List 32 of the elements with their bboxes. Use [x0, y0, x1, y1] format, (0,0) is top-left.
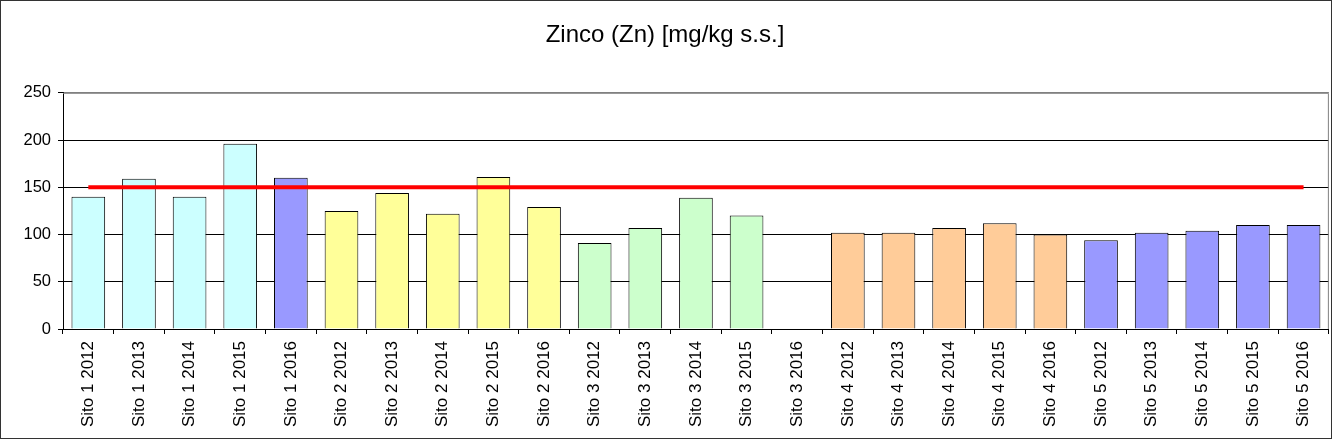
x-tick-label: Sito 4 2015	[989, 341, 1009, 428]
x-tick-label: Sito 4 2014	[938, 341, 958, 428]
x-tick-label: Sito 4 2016	[1040, 341, 1060, 428]
x-tick-label: Sito 4 2013	[888, 341, 908, 428]
x-tick-label: Sito 3 2013	[634, 341, 654, 428]
y-tick-label: 150	[23, 176, 51, 195]
x-tick-label: Sito 4 2012	[837, 341, 857, 428]
x-tick-label: Sito 2 2015	[483, 341, 503, 428]
y-tick-label: 250	[23, 82, 51, 101]
x-tick-label: Sito 5 2013	[1141, 341, 1161, 428]
y-tick-label: 50	[32, 271, 51, 290]
x-tick-label: Sito 3 2016	[786, 341, 806, 428]
x-tick-label: Sito 2 2012	[331, 341, 351, 428]
y-tick-label: 200	[23, 129, 51, 148]
x-tick-label: Sito 5 2014	[1191, 341, 1211, 428]
x-tick-label: Sito 1 2013	[128, 341, 148, 428]
x-tick-label: Sito 3 2015	[736, 341, 756, 428]
x-tick-label: Sito 2 2013	[381, 341, 401, 428]
x-tick-label: Sito 1 2015	[229, 341, 249, 428]
chart-title: Zinco (Zn) [mg/kg s.s.]	[545, 20, 785, 48]
x-tick-label: Sito 5 2012	[1090, 341, 1110, 428]
x-tick-label: Sito 5 2015	[1242, 341, 1262, 428]
x-tick-label: Sito 5 2016	[1293, 341, 1313, 428]
x-tick-label: Sito 1 2016	[280, 341, 300, 428]
x-tick-label: Sito 2 2014	[432, 341, 452, 428]
x-tick-label: Sito 3 2012	[584, 341, 604, 428]
x-tick-label: Sito 2 2016	[533, 341, 553, 428]
x-tick-label: Sito 3 2014	[685, 341, 705, 428]
y-tick-label: 0	[41, 318, 51, 337]
x-tick-label: Sito 1 2012	[78, 341, 98, 428]
y-tick-label: 100	[23, 224, 51, 243]
x-tick-label: Sito 1 2014	[179, 341, 199, 428]
